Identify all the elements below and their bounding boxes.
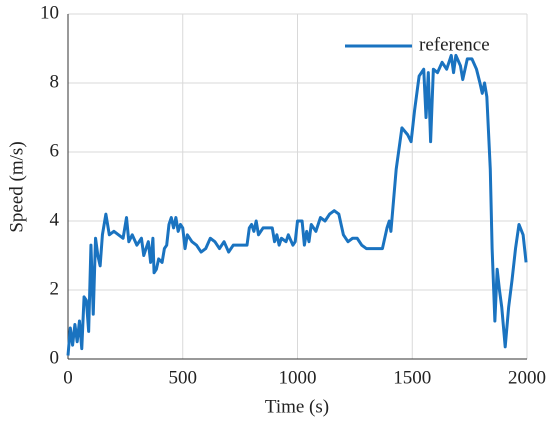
x-tick-label: 1500 xyxy=(393,367,431,388)
y-tick-label: 8 xyxy=(50,71,60,92)
x-tick-label: 1000 xyxy=(279,367,317,388)
y-tick-label: 4 xyxy=(50,209,60,230)
data-line xyxy=(66,53,528,356)
y-tick-label: 2 xyxy=(50,278,60,299)
y-tick-label: 6 xyxy=(50,140,60,161)
x-tick-label: 2000 xyxy=(508,367,546,388)
y-axis-label: Speed (m/s) xyxy=(6,141,27,232)
legend-label: reference xyxy=(419,34,490,55)
x-tick-label: 500 xyxy=(169,367,198,388)
x-axis-label: Time (s) xyxy=(265,396,329,417)
y-tick-label: 10 xyxy=(40,2,59,23)
y-tick-label: 0 xyxy=(50,347,60,368)
x-tick-label: 0 xyxy=(63,367,73,388)
